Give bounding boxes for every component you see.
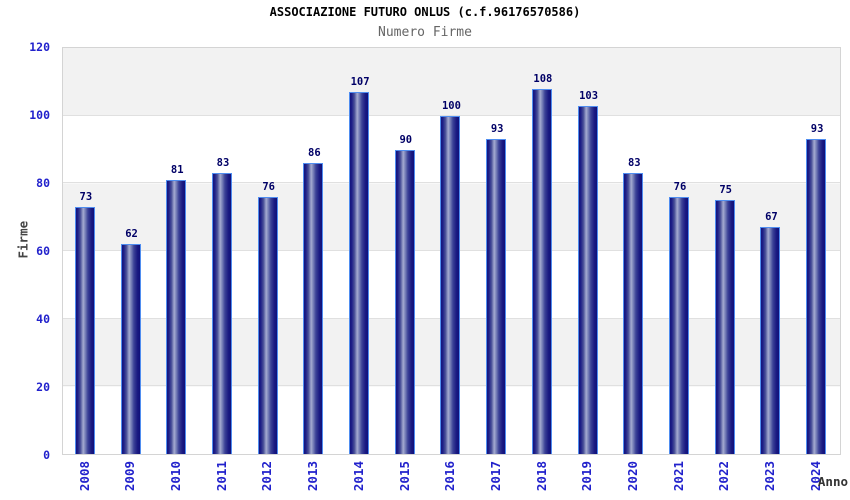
bar-value-label: 67 <box>765 211 778 224</box>
x-tick-label: 2010 <box>168 461 183 492</box>
bar <box>74 207 95 454</box>
bar-value-label: 83 <box>216 157 230 170</box>
bar-value-label: 81 <box>170 163 184 176</box>
x-label-slot: 2009 <box>108 461 154 500</box>
bar-value-label: 93 <box>490 123 504 136</box>
bar-value-label: 90 <box>399 133 413 146</box>
bar-slot: 90 <box>383 48 429 454</box>
x-tick-label: 2017 <box>487 461 503 492</box>
x-axis-title: Anno <box>817 474 848 489</box>
bar-value-label: 76 <box>262 180 275 193</box>
x-axis-labels: 2008 2009 2010 2011 2012 2013 2014 2015 2016 2017… <box>62 461 839 500</box>
bar-slot: 73 <box>63 48 109 454</box>
bar <box>806 139 827 454</box>
x-tick-label: 2015 <box>396 461 412 492</box>
bar-value-label: 83 <box>627 157 641 170</box>
bar <box>760 227 781 454</box>
bar <box>303 163 324 454</box>
bar <box>577 105 598 454</box>
y-tick-label: 120 <box>29 40 50 54</box>
bar <box>394 149 415 454</box>
y-tick-label: 40 <box>36 312 50 327</box>
bar-slot: 76 <box>246 48 292 454</box>
x-label-slot: 2008 <box>62 461 108 500</box>
bar-slot: 100 <box>429 48 475 454</box>
bar <box>211 173 232 454</box>
bar-slot: 93 <box>794 48 840 454</box>
x-label-slot: 2022 <box>702 461 748 500</box>
x-label-slot: 2012 <box>245 461 291 500</box>
y-tick-label: 80 <box>36 176 50 191</box>
bar <box>166 179 187 454</box>
bar-slot: 67 <box>749 48 795 454</box>
x-tick-label: 2023 <box>762 461 778 492</box>
bar-slot: 108 <box>520 48 566 454</box>
y-axis-title: Firme <box>15 220 31 259</box>
bar-slot: 76 <box>657 48 703 454</box>
bar-value-label: 73 <box>79 191 93 204</box>
bar-slot: 107 <box>337 48 383 454</box>
bar <box>120 244 141 454</box>
x-tick-label: 2022 <box>716 461 732 492</box>
x-label-slot: 2021 <box>656 461 702 500</box>
bar-value-label: 76 <box>673 180 687 193</box>
bar <box>714 200 735 454</box>
bar-slot: 81 <box>154 48 200 454</box>
bar <box>668 196 689 454</box>
x-tick-label: 2018 <box>533 461 549 492</box>
x-label-slot: 2016 <box>428 461 474 500</box>
bar-slot: 83 <box>611 48 657 454</box>
x-label-slot: 2020 <box>610 461 656 500</box>
bar <box>440 115 461 454</box>
bar <box>486 139 507 454</box>
y-axis: 0 20 40 60 80 100 120 <box>0 40 56 462</box>
bar-slot: 86 <box>292 48 338 454</box>
plot-area: 73 62 81 83 76 86 107 90 100 93 108 103 83 76 75 67 93 <box>62 47 841 455</box>
bars-container: 73 62 81 83 76 86 107 90 100 93 108 103 83 76 75 67 93 <box>63 48 840 454</box>
x-label-slot: 2011 <box>199 461 245 500</box>
bar-value-label: 100 <box>441 99 461 112</box>
bar-value-label: 108 <box>533 72 553 85</box>
x-tick-label: 2008 <box>76 461 92 492</box>
bar-value-label: 93 <box>810 123 824 136</box>
bar-slot: 62 <box>109 48 155 454</box>
x-tick-label: 2016 <box>442 461 458 492</box>
y-tick-label: 0 <box>43 448 50 462</box>
x-tick-label: 2014 <box>350 461 366 492</box>
bar <box>623 173 644 454</box>
bar <box>257 196 278 454</box>
x-tick-label: 2009 <box>122 461 138 492</box>
y-tick-label: 100 <box>29 108 50 122</box>
x-label-slot: 2019 <box>565 461 611 500</box>
bar-value-label: 107 <box>350 75 370 88</box>
x-tick-label: 2021 <box>670 461 686 492</box>
x-label-slot: 2014 <box>336 461 382 500</box>
bar-value-label: 62 <box>125 228 138 241</box>
y-tick-label: 60 <box>36 244 50 258</box>
bar-value-label: 75 <box>719 184 733 197</box>
bar-slot: 83 <box>200 48 246 454</box>
y-tick-label: 20 <box>36 380 50 395</box>
bar <box>349 91 370 454</box>
x-label-slot: 2018 <box>519 461 565 500</box>
bar <box>531 88 552 454</box>
bar-slot: 103 <box>566 48 612 454</box>
x-tick-label: 2020 <box>625 461 641 492</box>
bar-value-label: 86 <box>308 147 321 160</box>
x-label-slot: 2015 <box>382 461 428 500</box>
x-tick-label: 2011 <box>213 461 229 492</box>
x-label-slot: 2013 <box>291 461 337 500</box>
x-label-slot: 2023 <box>748 461 794 500</box>
bar-slot: 93 <box>474 48 520 454</box>
x-tick-label: 2013 <box>305 461 321 492</box>
x-tick-label: 2012 <box>259 461 275 492</box>
x-tick-label: 2019 <box>579 461 595 492</box>
chart-title: ASSOCIAZIONE FUTURO ONLUS (c.f.961765705… <box>269 5 581 19</box>
chart-subtitle: Numero Firme <box>378 25 472 40</box>
bar-slot: 75 <box>703 48 749 454</box>
x-label-slot: 2017 <box>473 461 519 500</box>
bar-value-label: 103 <box>579 89 599 102</box>
x-label-slot: 2010 <box>153 461 199 500</box>
